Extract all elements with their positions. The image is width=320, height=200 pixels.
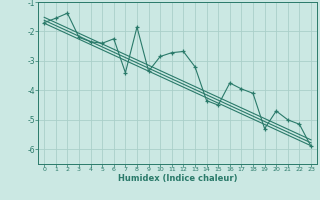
X-axis label: Humidex (Indice chaleur): Humidex (Indice chaleur) xyxy=(118,174,237,183)
